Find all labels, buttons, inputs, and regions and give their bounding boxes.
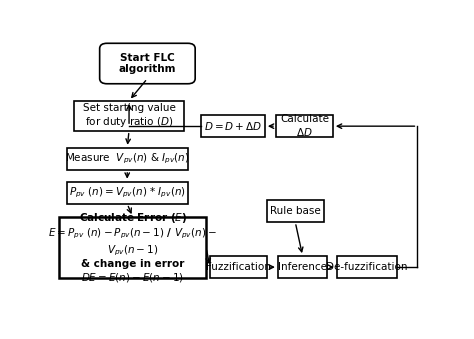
- FancyBboxPatch shape: [210, 256, 267, 278]
- Text: $P_{pv}$ $(n) = V_{pv}(n)$ * $I_{pv}(n)$: $P_{pv}$ $(n) = V_{pv}(n)$ * $I_{pv}(n)$: [69, 185, 186, 200]
- FancyBboxPatch shape: [66, 182, 188, 204]
- Text: Set starting value
for duty ratio ($D$): Set starting value for duty ratio ($D$): [82, 103, 175, 129]
- Text: Calculate
$\Delta D$: Calculate $\Delta D$: [280, 114, 329, 138]
- Text: Measure  $V_{pv}(n)$ & $I_{pv}(n)$: Measure $V_{pv}(n)$ & $I_{pv}(n)$: [65, 152, 190, 166]
- Text: Start FLC
algorithm: Start FLC algorithm: [118, 53, 176, 74]
- Text: Inference: Inference: [278, 262, 327, 272]
- FancyBboxPatch shape: [59, 217, 206, 278]
- FancyBboxPatch shape: [74, 101, 184, 131]
- FancyBboxPatch shape: [278, 256, 328, 278]
- FancyBboxPatch shape: [337, 256, 397, 278]
- FancyBboxPatch shape: [66, 148, 188, 170]
- FancyBboxPatch shape: [100, 43, 195, 84]
- Text: Calculate Error ($E$)
$E = P_{pv}$ $(n) - P_{pv}(n-1)$ / $V_{pv}(n) -$
$V_{pv}(n: Calculate Error ($E$) $E = P_{pv}$ $(n) …: [48, 211, 217, 284]
- Text: Rule base: Rule base: [270, 206, 320, 216]
- Text: Fuzzification: Fuzzification: [206, 262, 271, 272]
- FancyBboxPatch shape: [276, 115, 333, 137]
- FancyBboxPatch shape: [201, 115, 265, 137]
- Text: $D = D + \Delta D$: $D = D + \Delta D$: [204, 120, 262, 132]
- Text: De-fuzzification: De-fuzzification: [326, 262, 408, 272]
- FancyBboxPatch shape: [267, 200, 324, 222]
